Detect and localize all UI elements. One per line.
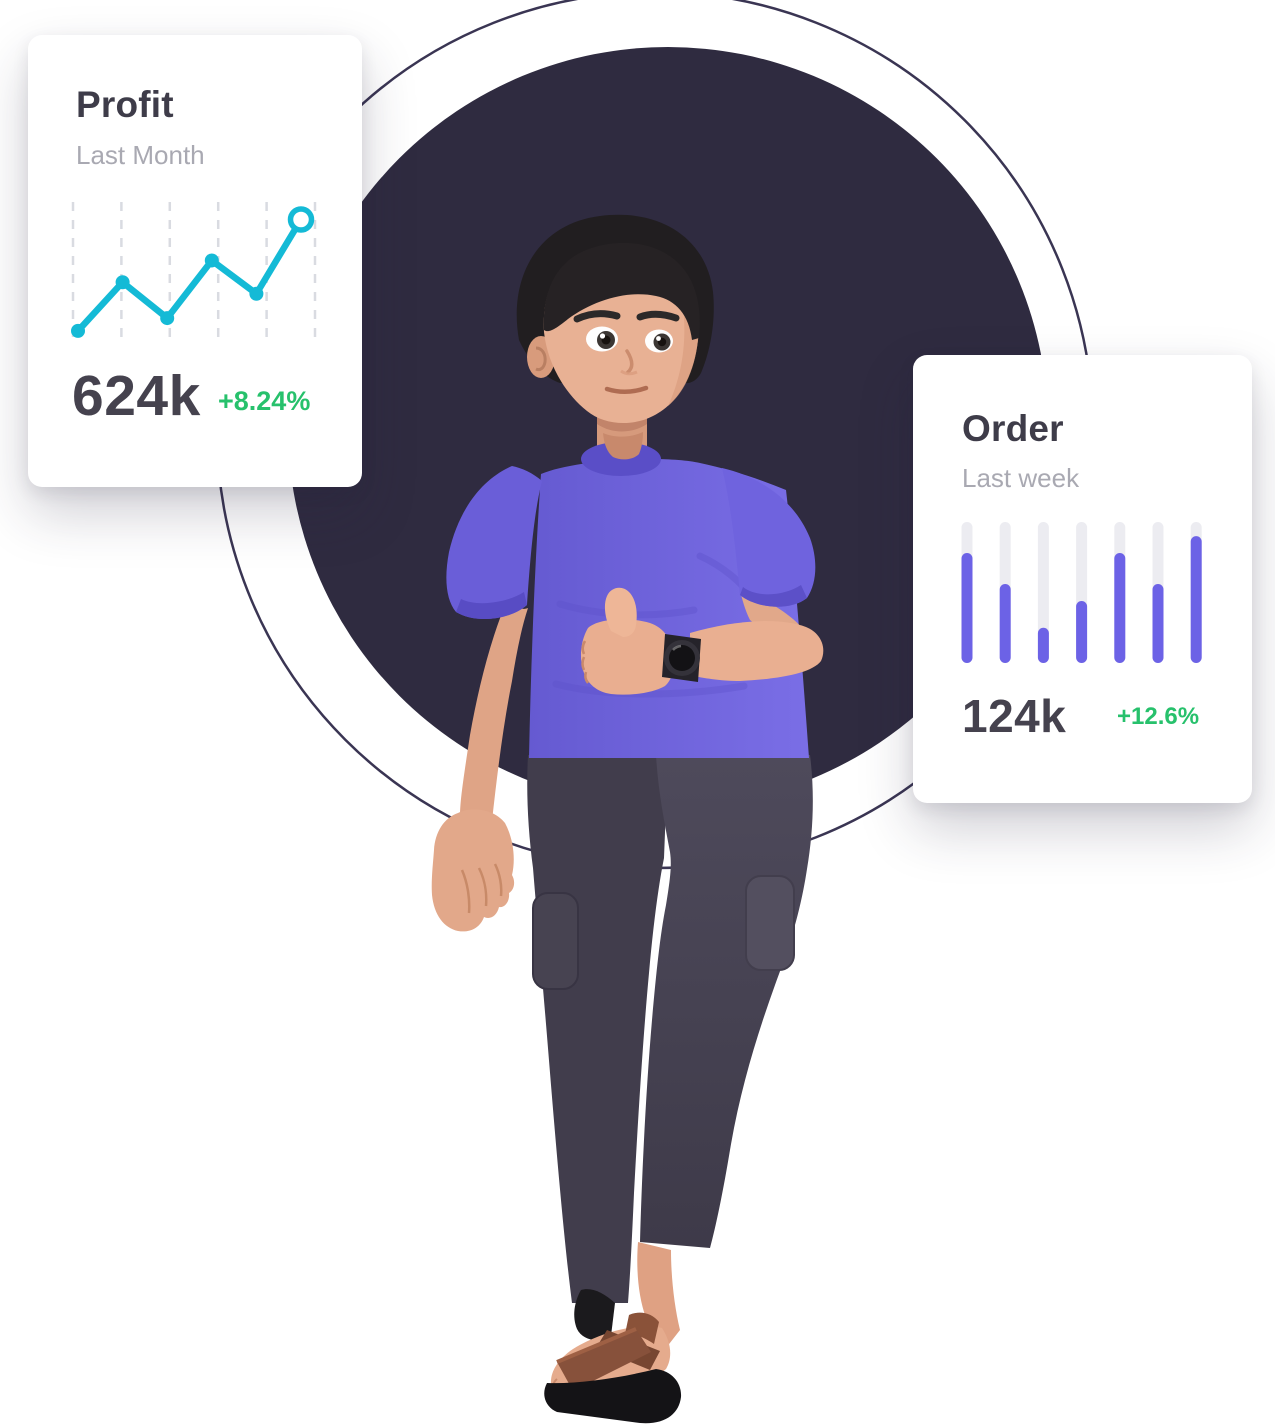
mouth (604, 385, 649, 394)
hair-fringe (543, 242, 700, 340)
right-cargo-pocket (745, 875, 795, 971)
profit-line-chart (71, 202, 317, 340)
profit-card: Profit Last Month 624k +8.24% (28, 35, 362, 487)
left-sleeve (446, 466, 542, 620)
order-bar-chart (961, 522, 1202, 663)
left-cargo-pocket (532, 892, 579, 990)
forearm (690, 621, 824, 681)
profit-card-subtitle: Last Month (76, 140, 205, 170)
back-sandal-heel (574, 1289, 615, 1341)
right-sleeve (722, 468, 816, 607)
order-card-subtitle: Last week (962, 463, 1080, 493)
thumbs-up-fist (580, 619, 674, 695)
sandal-ankle-strap (625, 1312, 659, 1344)
wristwatch (662, 634, 701, 682)
hanging-hand (431, 809, 515, 932)
order-delta: +12.6% (1117, 703, 1200, 730)
right-leg (640, 755, 813, 1248)
hanging-arm (460, 598, 528, 821)
thumb-up (604, 587, 637, 637)
order-card-title: Order (962, 408, 1064, 449)
sandal-strap-lower (557, 1329, 651, 1391)
profit-value: 624k (72, 364, 201, 428)
right-eyebrow (636, 310, 680, 322)
profit-card-title: Profit (76, 84, 174, 125)
order-value: 124k (962, 690, 1067, 742)
profit-delta: +8.24% (218, 386, 311, 416)
left-eyebrow (573, 310, 621, 323)
eyes (586, 326, 673, 353)
order-card: Order Last week 124k +12.6% (913, 355, 1252, 803)
sandal-sole (544, 1369, 682, 1424)
character (431, 214, 824, 1424)
nose (625, 349, 634, 374)
